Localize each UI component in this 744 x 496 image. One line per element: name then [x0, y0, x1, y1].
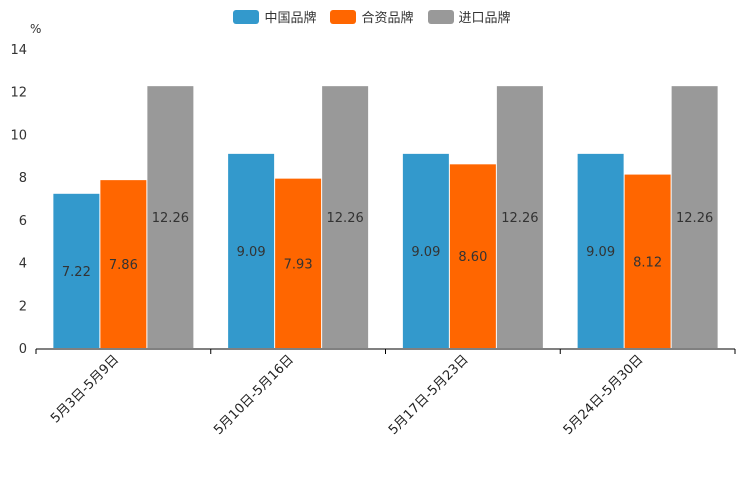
y-tick-label: 10 [10, 128, 27, 143]
data-label: 12.26 [501, 211, 538, 226]
data-label: 9.09 [411, 245, 440, 260]
legend-swatch-china-brand [233, 9, 260, 24]
bar [496, 86, 543, 348]
data-label: 7.22 [62, 265, 91, 280]
bar [577, 153, 624, 348]
data-label: 8.60 [458, 250, 487, 265]
legend-label-import-brand: 进口品牌 [458, 11, 511, 26]
bar [671, 86, 718, 348]
bar [449, 164, 496, 348]
legend-swatch-import-brand [427, 9, 454, 24]
y-tick-label: 4 [19, 257, 27, 272]
y-tick-label: 12 [10, 86, 27, 101]
bar [228, 153, 275, 348]
legend-label-china-brand: 中国品牌 [264, 11, 317, 26]
data-label: 7.93 [284, 257, 313, 272]
bar [402, 153, 449, 348]
x-tick-label: 5月17日-5月23日 [386, 352, 472, 438]
bar [275, 178, 322, 348]
legend-item-china-brand[interactable]: 中国品牌 [233, 7, 316, 26]
y-tick-label: 6 [19, 214, 27, 229]
bar [624, 174, 671, 348]
bar [147, 86, 194, 348]
data-label: 8.12 [633, 255, 662, 270]
y-tick-label: 0 [19, 342, 27, 357]
legend-item-jv-brand[interactable]: 合资品牌 [330, 7, 414, 26]
bar [322, 86, 369, 348]
x-tick-label: 5月10日-5月16日 [211, 352, 297, 438]
data-label: 9.09 [237, 245, 266, 260]
x-tick-label: 5月3日-5月9日 [48, 352, 122, 426]
bar [100, 180, 147, 348]
x-tick-label: 5月24日-5月30日 [561, 352, 647, 438]
data-label: 12.26 [676, 211, 713, 226]
y-tick-label: 8 [19, 171, 27, 186]
legend-item-import-brand[interactable]: 进口品牌 [427, 7, 511, 26]
legend-swatch-jv-brand [330, 9, 357, 24]
y-axis-unit: % [30, 22, 42, 36]
data-label: 9.09 [586, 245, 615, 260]
data-label: 7.86 [109, 258, 138, 273]
y-tick-label: 2 [19, 299, 27, 314]
data-label: 12.26 [152, 211, 189, 226]
bar [53, 193, 100, 348]
y-tick-label: 14 [10, 43, 27, 58]
legend-label-jv-brand: 合资品牌 [361, 11, 414, 26]
legend: 中国品牌 合资品牌 进口品牌 [0, 7, 744, 26]
data-label: 12.26 [327, 211, 364, 226]
